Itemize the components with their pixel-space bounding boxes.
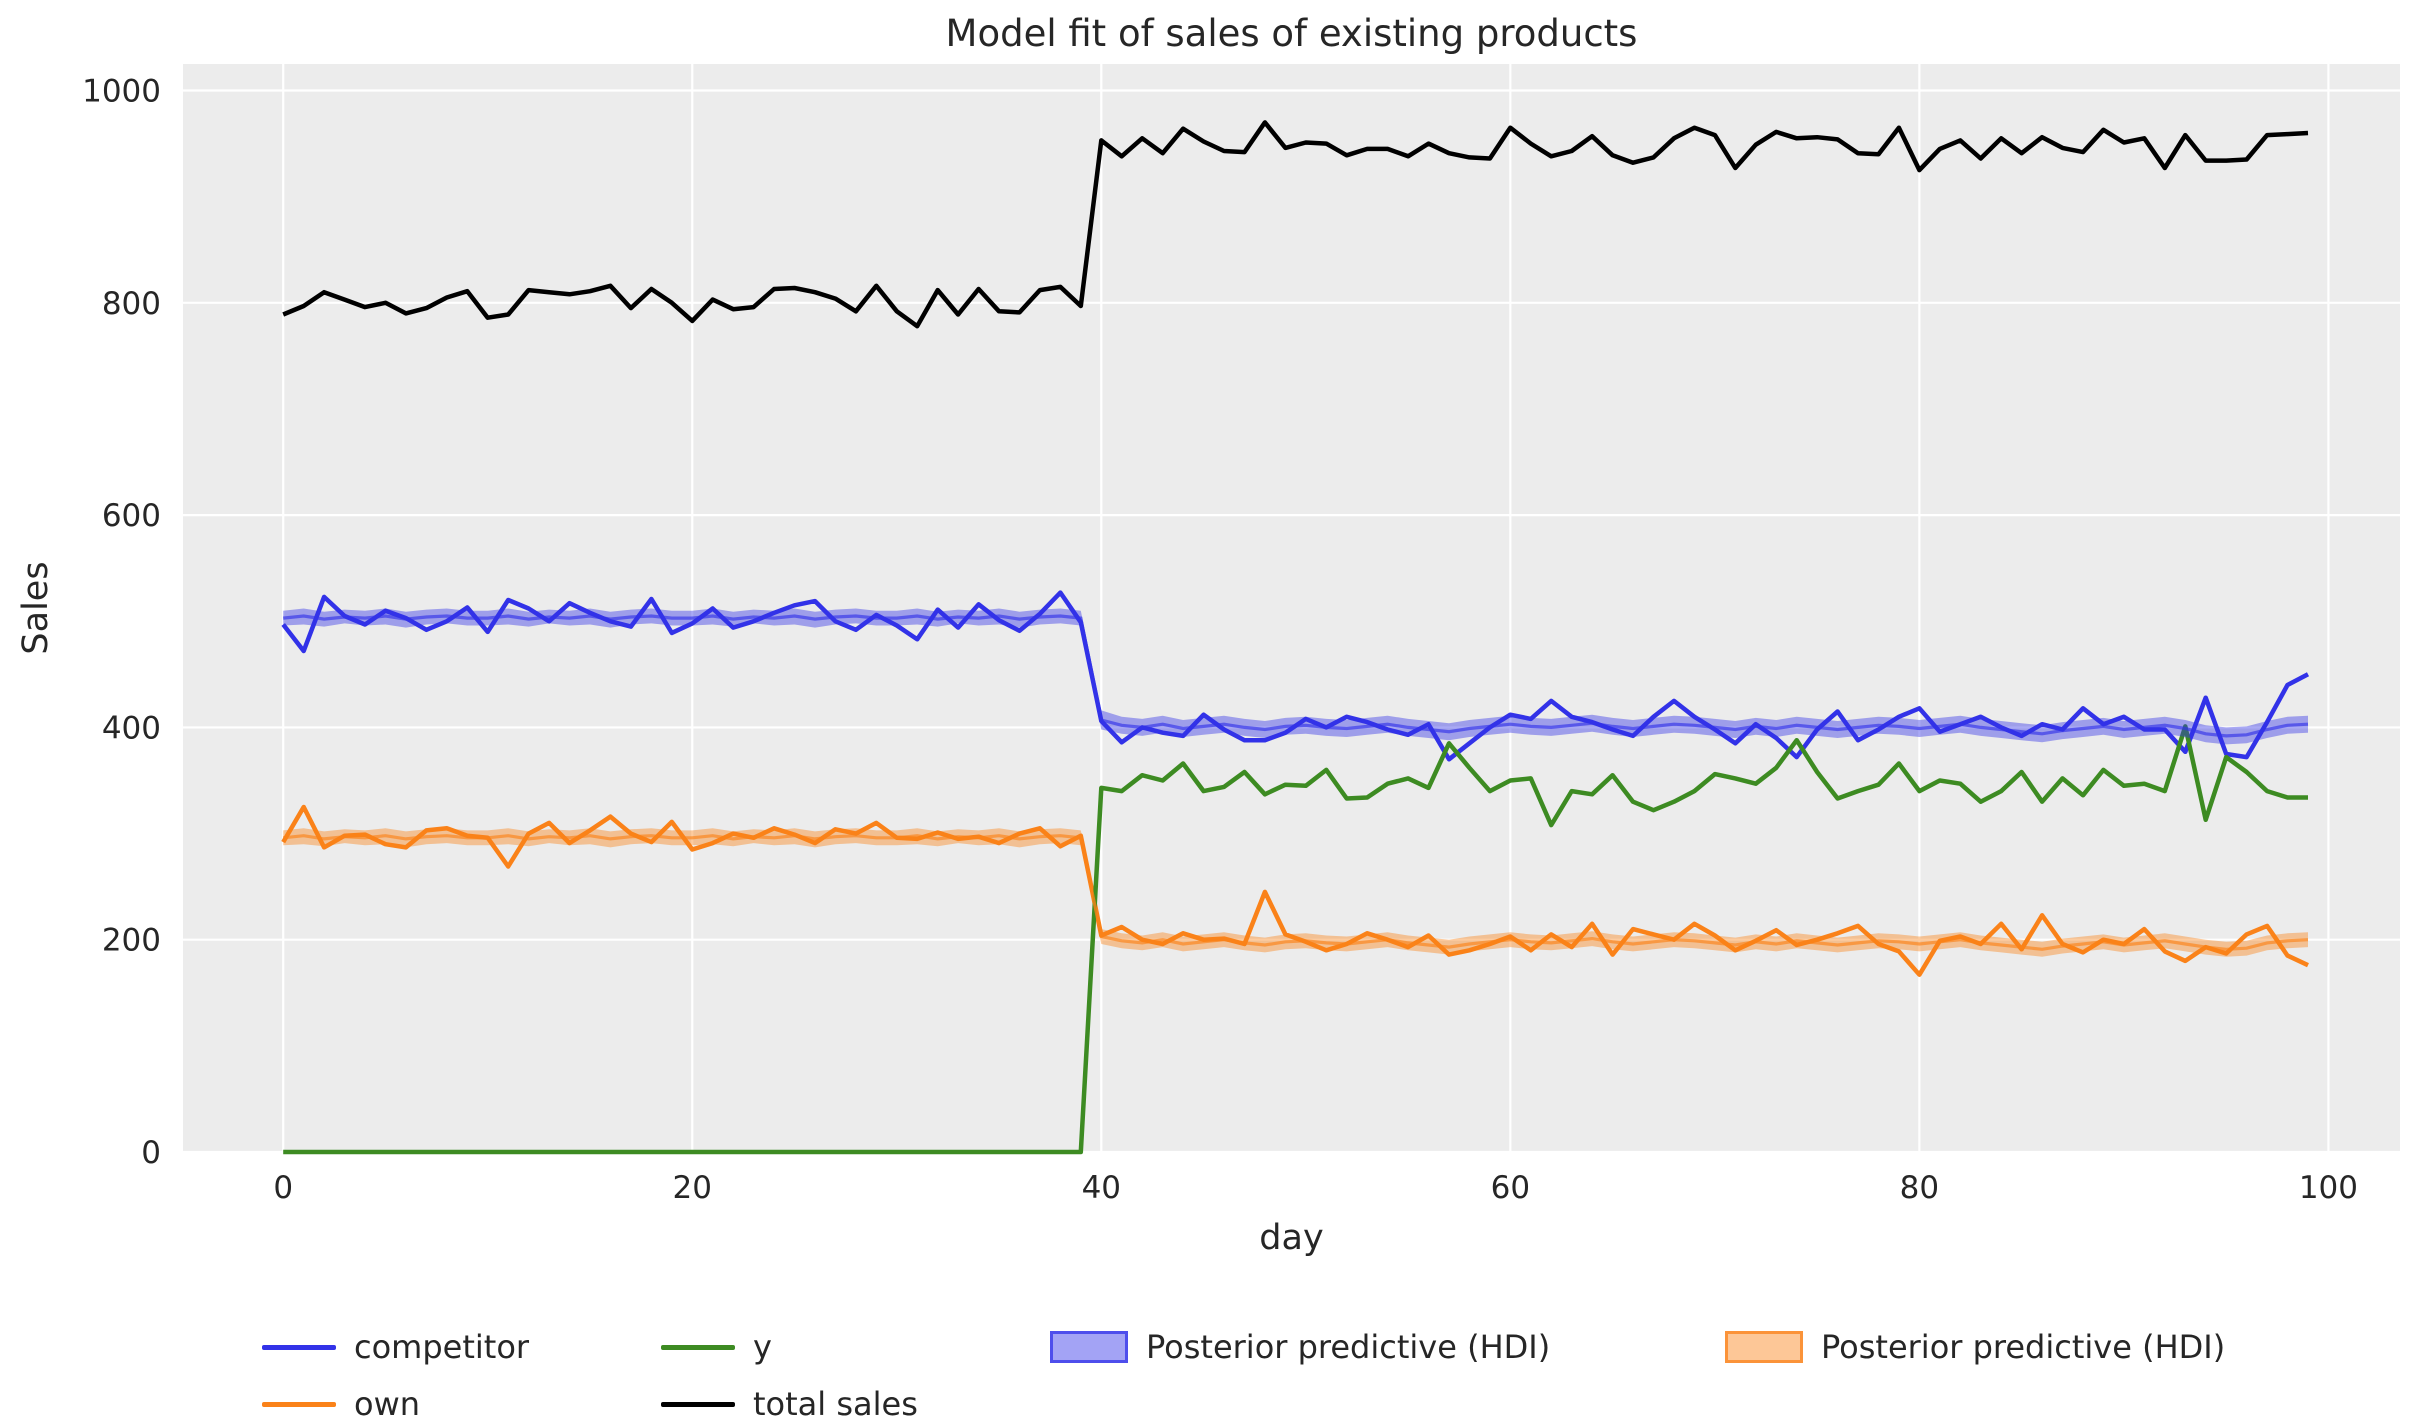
legend-label: competitor	[354, 1328, 530, 1366]
legend-item-total-sales: total sales	[661, 1385, 918, 1423]
y-tick-label: 800	[102, 286, 161, 322]
legend-item-y: y	[661, 1328, 772, 1366]
y-tick-label: 600	[102, 498, 161, 534]
legend-item-hdi-own: Posterior predictive (HDI)	[1725, 1328, 2225, 1366]
x-tick-label: 0	[273, 1170, 293, 1206]
x-tick-label: 60	[1491, 1170, 1530, 1206]
x-tick-label: 80	[1900, 1170, 1939, 1206]
hdi-blue-patch-swatch	[1050, 1331, 1128, 1363]
x-axis-label: day	[1259, 1218, 1324, 1258]
total-sales-line	[282, 120, 2309, 329]
legend-label: y	[753, 1328, 772, 1366]
x-tick-label: 100	[2299, 1170, 2358, 1206]
legend-item-competitor: competitor	[262, 1328, 529, 1366]
y-tick-label: 1000	[82, 74, 161, 110]
competitor-posterior-mean-line	[283, 614, 2309, 738]
legend-item-hdi-competitor: Posterior predictive (HDI)	[1050, 1328, 1550, 1366]
plot-area	[183, 64, 2400, 1152]
legend-label: Posterior predictive (HDI)	[1821, 1328, 2226, 1366]
legend-label: Posterior predictive (HDI)	[1146, 1328, 1551, 1366]
x-tick-label: 20	[673, 1170, 712, 1206]
legend-label: total sales	[753, 1385, 918, 1423]
own-hdi-band	[283, 828, 2309, 957]
hdi-orange-patch-swatch	[1725, 1331, 1803, 1363]
x-tick-label: 40	[1082, 1170, 1121, 1206]
y-line	[283, 724, 2308, 1155]
total-sales-line-swatch	[661, 1401, 735, 1407]
y-line-swatch	[661, 1344, 735, 1350]
competitor-hdi-band	[283, 608, 2309, 745]
y-tick-label: 400	[102, 710, 161, 746]
y-tick-label: 0	[141, 1135, 161, 1171]
own-posterior-mean-line	[283, 834, 2309, 951]
legend-label: own	[354, 1385, 421, 1423]
chart-title: Model fit of sales of existing products	[945, 12, 1638, 55]
competitor-line-swatch	[262, 1344, 336, 1350]
y-tick-label: 200	[102, 923, 161, 959]
own-line-swatch	[262, 1401, 336, 1407]
legend-item-own: own	[262, 1385, 420, 1423]
